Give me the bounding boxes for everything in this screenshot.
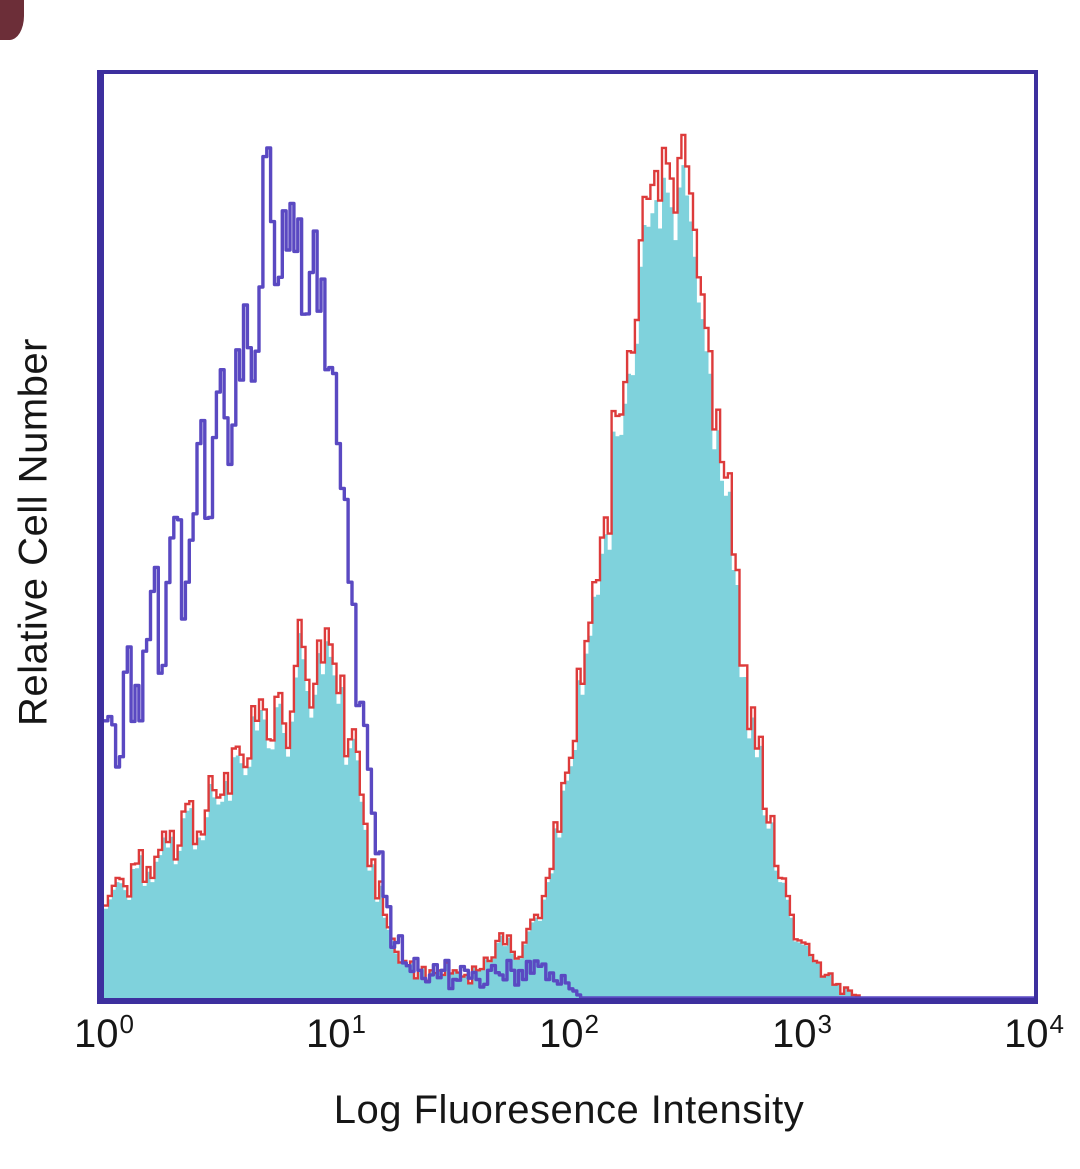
tick-base: 10 — [539, 1012, 584, 1056]
tick-exp: 2 — [584, 1008, 599, 1039]
x-axis-ticks: 100 101 102 103 104 — [0, 1008, 1080, 1072]
x-axis-label: Log Fluoresence Intensity — [333, 1088, 805, 1132]
y-axis-label: Relative Cell Number — [11, 338, 56, 726]
x-tick-10e1: 101 — [306, 1008, 366, 1057]
tick-base: 10 — [74, 1012, 119, 1056]
corner-artifact — [0, 0, 24, 40]
x-tick-10e3: 103 — [772, 1008, 832, 1057]
tick-exp: 0 — [119, 1008, 134, 1039]
plot-area — [97, 70, 1038, 1004]
tick-base: 10 — [1004, 1012, 1049, 1056]
tick-exp: 4 — [1049, 1008, 1064, 1039]
tick-exp: 3 — [817, 1008, 832, 1039]
histogram-svg — [104, 133, 1034, 998]
x-tick-10e4: 104 — [1004, 1008, 1064, 1057]
tick-exp: 1 — [351, 1008, 366, 1039]
x-tick-10e0: 100 — [74, 1008, 134, 1057]
tick-base: 10 — [306, 1012, 351, 1056]
x-tick-10e2: 102 — [539, 1008, 599, 1057]
tick-base: 10 — [772, 1012, 817, 1056]
